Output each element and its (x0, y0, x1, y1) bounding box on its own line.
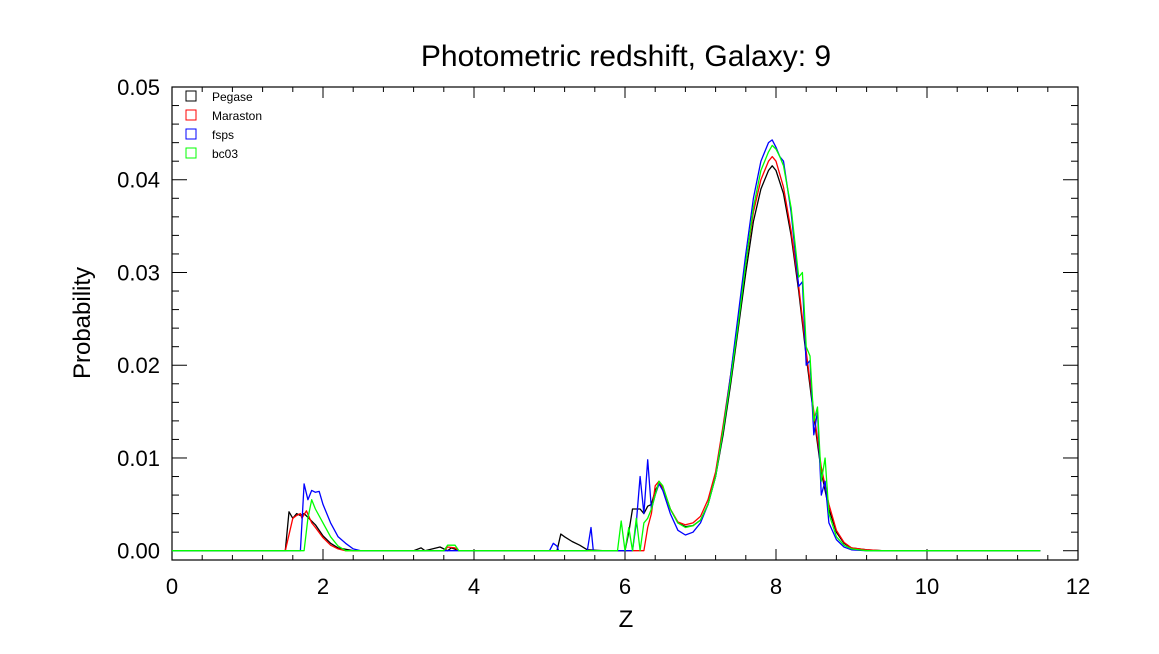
legend-swatch (185, 109, 197, 121)
x-tick-label: 4 (468, 574, 480, 599)
x-tick-label: 6 (619, 574, 631, 599)
y-tick-label: 0.05 (117, 75, 160, 100)
x-tick-label: 0 (166, 574, 178, 599)
y-tick-label: 0.01 (117, 446, 160, 471)
chart-title: Photometric redshift, Galaxy: 9 (421, 40, 831, 73)
axis-ticks (171, 86, 1079, 560)
y-tick-label: 0.02 (117, 353, 160, 378)
tick-labels: 0 2 4 6 8 10 12 0.00 0.01 0.02 0.03 0.04 0.05 (117, 75, 1090, 599)
y-tick-label: 0.03 (117, 260, 160, 285)
legend-label: fsps (212, 128, 234, 142)
legend-label: Maraston (212, 109, 262, 123)
x-axis-label: Z (619, 606, 634, 633)
series-lines (172, 139, 1041, 552)
legend-label: bc03 (212, 147, 238, 161)
plot-frame (171, 86, 1079, 561)
legend-label: Pegase (212, 90, 253, 104)
y-tick-label: 0.00 (117, 539, 160, 564)
x-tick-label: 12 (1066, 574, 1090, 599)
legend-swatch (185, 147, 197, 159)
y-tick-label: 0.04 (117, 168, 160, 193)
legend-swatch (185, 90, 197, 102)
series-line-pegase (172, 165, 1041, 552)
y-axis-label: Probability (69, 267, 96, 379)
series-line-maraston (172, 155, 1041, 552)
series-line-bc03 (172, 144, 1041, 552)
series-line-fsps (172, 139, 1041, 552)
legend: Pegase Maraston fsps bc03 (185, 90, 262, 161)
x-tick-label: 8 (770, 574, 782, 599)
legend-swatch (185, 128, 197, 140)
x-tick-label: 10 (915, 574, 939, 599)
x-tick-label: 2 (317, 574, 329, 599)
